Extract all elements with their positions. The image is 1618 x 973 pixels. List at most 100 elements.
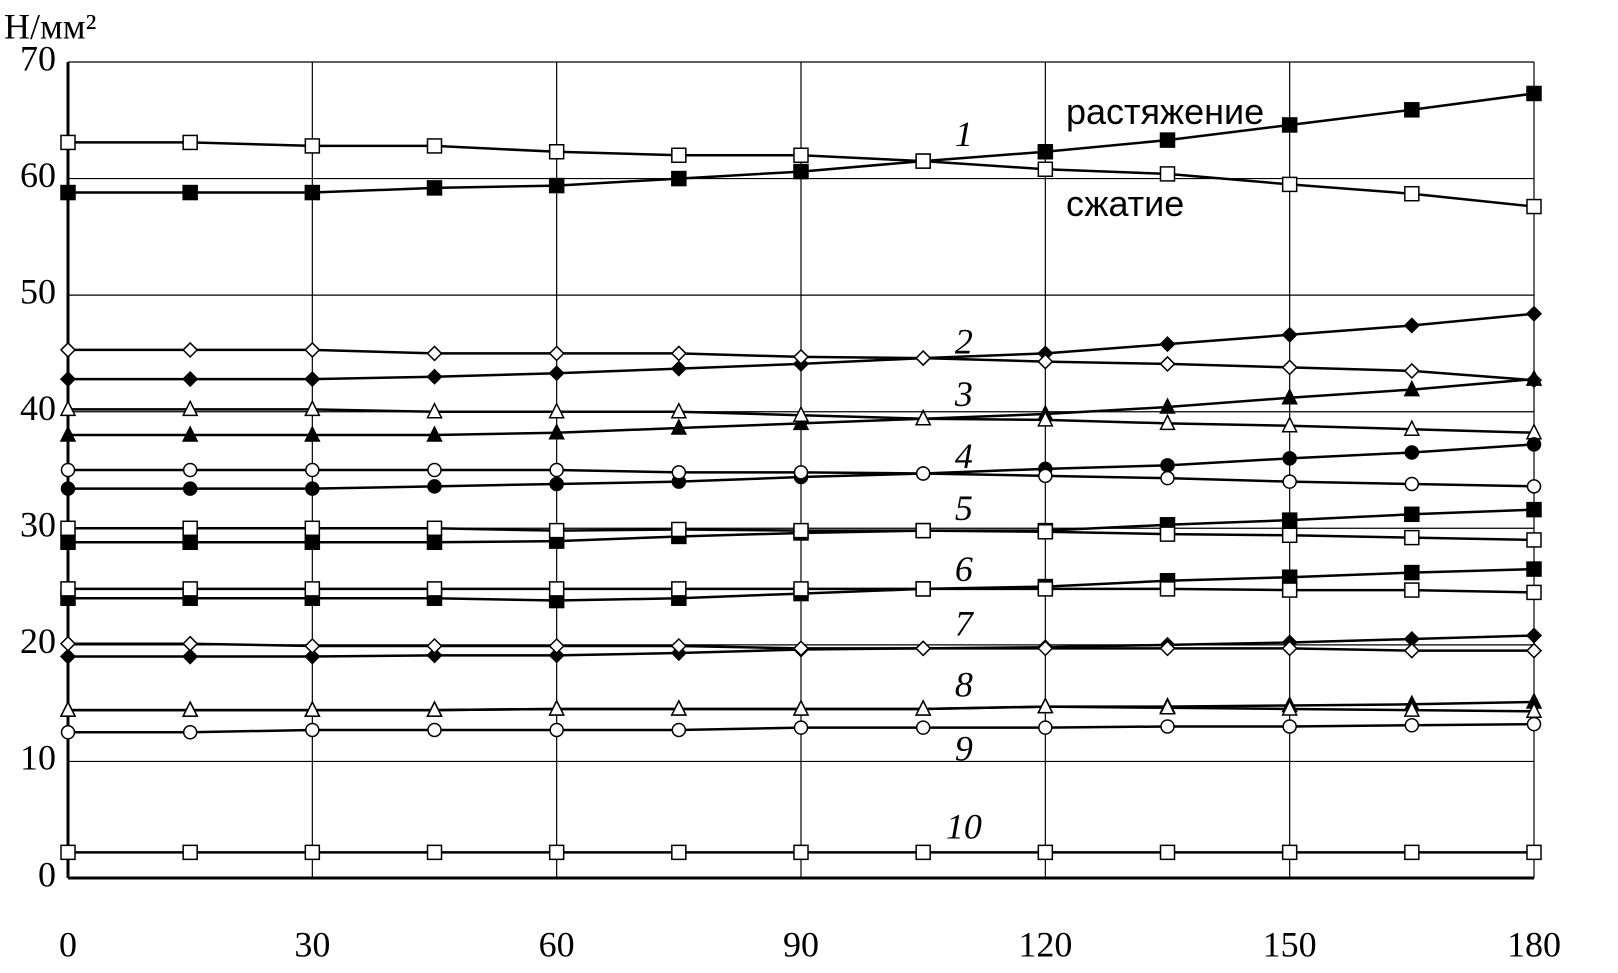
marker <box>1281 359 1298 376</box>
marker <box>1526 532 1542 548</box>
marker <box>1404 185 1420 202</box>
x-tick-label: 60 <box>539 924 575 964</box>
marker <box>670 637 687 655</box>
marker <box>1159 698 1176 715</box>
marker <box>1404 445 1420 460</box>
marker <box>60 534 76 551</box>
marker <box>1281 117 1298 133</box>
x-tick-label: 30 <box>294 924 330 964</box>
marker <box>1526 85 1542 102</box>
marker <box>60 844 76 861</box>
marker <box>182 341 199 358</box>
marker <box>1281 176 1298 193</box>
marker <box>426 844 443 861</box>
y-tick-label: 50 <box>20 271 56 311</box>
annotation: сжатие <box>1066 183 1184 224</box>
marker <box>182 371 199 388</box>
marker <box>548 699 565 716</box>
marker <box>1159 336 1176 353</box>
marker <box>1037 144 1054 160</box>
x-tick-label: 90 <box>783 924 819 964</box>
marker <box>1403 419 1421 436</box>
marker <box>1281 388 1298 405</box>
marker <box>1282 719 1297 734</box>
marker <box>1281 326 1298 343</box>
annotation: 1 <box>955 114 973 154</box>
marker <box>1281 527 1298 544</box>
marker <box>1403 362 1420 379</box>
annotation: 2 <box>955 322 973 362</box>
marker <box>548 423 565 440</box>
marker <box>1526 716 1542 732</box>
marker <box>1037 410 1054 427</box>
marker <box>182 725 198 740</box>
marker <box>915 844 931 861</box>
marker <box>1281 512 1298 528</box>
marker <box>181 425 199 442</box>
annotation: 9 <box>955 728 973 768</box>
marker <box>182 462 198 478</box>
marker <box>792 413 810 431</box>
marker <box>1404 506 1420 523</box>
marker <box>670 418 688 435</box>
annotation: 7 <box>955 604 975 644</box>
marker <box>1525 627 1543 644</box>
marker <box>426 345 443 362</box>
marker <box>59 425 77 442</box>
marker <box>1159 132 1176 148</box>
marker <box>915 153 931 169</box>
marker <box>59 648 77 665</box>
marker <box>1525 305 1543 322</box>
marker <box>427 462 442 478</box>
marker <box>1159 355 1176 372</box>
marker <box>1526 198 1542 215</box>
marker <box>549 476 564 492</box>
marker <box>671 844 687 861</box>
marker <box>427 479 442 494</box>
marker <box>1037 696 1054 714</box>
marker <box>426 637 443 655</box>
marker <box>181 399 199 417</box>
marker <box>792 348 810 365</box>
marker <box>1159 397 1176 414</box>
marker <box>426 581 443 597</box>
annotation: 10 <box>946 806 982 846</box>
marker <box>793 581 809 597</box>
marker <box>182 581 198 597</box>
marker <box>1403 379 1421 397</box>
marker <box>60 520 76 537</box>
marker <box>426 180 443 196</box>
marker <box>304 534 321 551</box>
marker <box>426 534 443 551</box>
annotation: 8 <box>955 664 973 704</box>
marker <box>1160 458 1175 473</box>
marker <box>59 399 77 417</box>
y-tick-label: 30 <box>20 505 56 545</box>
marker <box>1038 720 1053 735</box>
marker <box>1526 584 1542 601</box>
y-tick-label: 20 <box>20 621 56 661</box>
marker <box>1159 166 1176 182</box>
marker <box>548 844 565 861</box>
marker <box>549 462 564 478</box>
marker <box>182 844 198 861</box>
y-tick-label: 40 <box>20 388 56 428</box>
marker <box>1281 640 1298 657</box>
marker <box>1526 501 1542 518</box>
marker <box>1038 468 1053 484</box>
marker <box>915 720 931 735</box>
marker <box>914 409 932 426</box>
marker <box>304 581 321 597</box>
marker <box>1037 524 1054 540</box>
marker <box>1525 642 1543 659</box>
marker <box>793 465 809 480</box>
marker <box>1281 844 1298 861</box>
marker <box>59 341 77 358</box>
marker <box>1159 526 1176 542</box>
marker <box>671 170 687 187</box>
marker <box>1404 529 1420 546</box>
marker <box>182 481 198 496</box>
marker <box>59 371 77 388</box>
marker <box>671 521 687 538</box>
marker <box>670 699 688 716</box>
